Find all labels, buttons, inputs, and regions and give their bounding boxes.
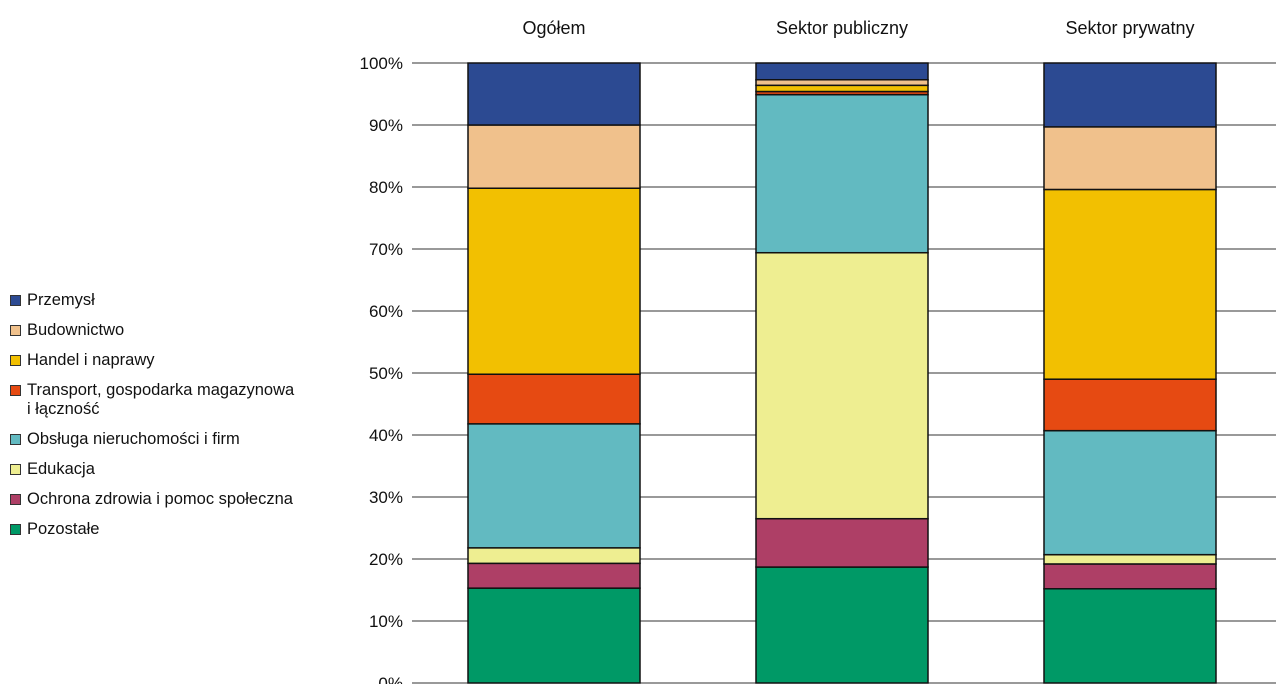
legend-item: Obsługa nieruchomości i firm — [10, 430, 360, 460]
y-tick-label: 80% — [369, 178, 403, 197]
bar-segment — [1043, 62, 1217, 128]
legend: Przemysł Budownictwo Handel i naprawy Trans… — [10, 291, 360, 550]
y-tick-label: 0% — [378, 674, 403, 684]
y-tick-label: 10% — [369, 612, 403, 631]
y-tick-label: 100% — [360, 54, 403, 73]
bar-segment — [467, 124, 641, 189]
y-tick-label: 50% — [369, 364, 403, 383]
bar-segment — [467, 562, 641, 589]
y-tick-label: 90% — [369, 116, 403, 135]
y-tick-label: 70% — [369, 240, 403, 259]
legend-label: Przemysł — [27, 291, 95, 309]
y-tick-label: 30% — [369, 488, 403, 507]
category-label: Sektor prywatny — [1065, 18, 1194, 38]
bar-segment — [1043, 588, 1217, 684]
bar-segment — [755, 566, 929, 684]
legend-label: Edukacja — [27, 460, 95, 478]
legend-item: Edukacja — [10, 460, 360, 490]
bar-segment — [755, 251, 929, 520]
legend-item: Ochrona zdrowia i pomoc społeczna — [10, 490, 360, 520]
bar-segment — [755, 84, 929, 93]
bar-column — [1043, 62, 1217, 684]
legend-label: Ochrona zdrowia i pomoc społeczna — [27, 490, 293, 508]
legend-swatch — [10, 464, 21, 475]
bar-segment — [1043, 126, 1217, 191]
legend-label: Budownictwo — [27, 321, 125, 339]
legend-item: Przemysł — [10, 291, 360, 321]
legend-label: Handel i naprawy — [27, 351, 155, 369]
legend-swatch — [10, 524, 21, 535]
legend-swatch — [10, 325, 21, 336]
bar-segment — [1043, 563, 1217, 590]
y-tick-label: 20% — [369, 550, 403, 569]
category-label: Ogółem — [522, 18, 585, 38]
legend-swatch — [10, 355, 21, 366]
bar-segment — [1043, 378, 1217, 432]
bar-segment — [1043, 553, 1217, 565]
bar-segment — [467, 547, 641, 565]
bar-column — [755, 62, 929, 684]
bar-segment — [755, 78, 929, 87]
y-axis-tick-labels: 0% 10% 20% 30% 40% 50% 60% 70% 80% 90% 100% — [360, 54, 403, 684]
category-label: Sektor publiczny — [776, 18, 908, 38]
legend-swatch — [10, 434, 21, 445]
bar-segment — [467, 373, 641, 425]
column-labels: Ogółem Sektor publiczny Sektor prywatny — [522, 18, 1194, 38]
legend-item: Transport, gospodarka magazynowa i łączn… — [10, 381, 360, 430]
legend-item: Budownictwo — [10, 321, 360, 351]
legend-item: Pozostałe — [10, 520, 360, 550]
legend-swatch — [10, 295, 21, 306]
y-tick-label: 60% — [369, 302, 403, 321]
bar-segment — [467, 62, 641, 126]
y-tick-label: 40% — [369, 426, 403, 445]
legend-item: Handel i naprawy — [10, 351, 360, 381]
bar-segment — [1043, 429, 1217, 556]
legend-label: Pozostałe — [27, 520, 100, 538]
legend-label: Obsługa nieruchomości i firm — [27, 430, 240, 448]
bar-column — [467, 62, 641, 684]
bar-segment — [755, 62, 929, 81]
legend-label: Transport, gospodarka magazynowa i łączn… — [27, 381, 295, 418]
bar-segment — [467, 423, 641, 549]
bar-segment — [467, 587, 641, 684]
bar-segment — [755, 517, 929, 568]
bar-segment — [755, 93, 929, 254]
legend-swatch — [10, 385, 21, 396]
bars — [467, 62, 1217, 684]
bar-segment — [1043, 188, 1217, 380]
bar-segment — [467, 187, 641, 375]
legend-swatch — [10, 494, 21, 505]
